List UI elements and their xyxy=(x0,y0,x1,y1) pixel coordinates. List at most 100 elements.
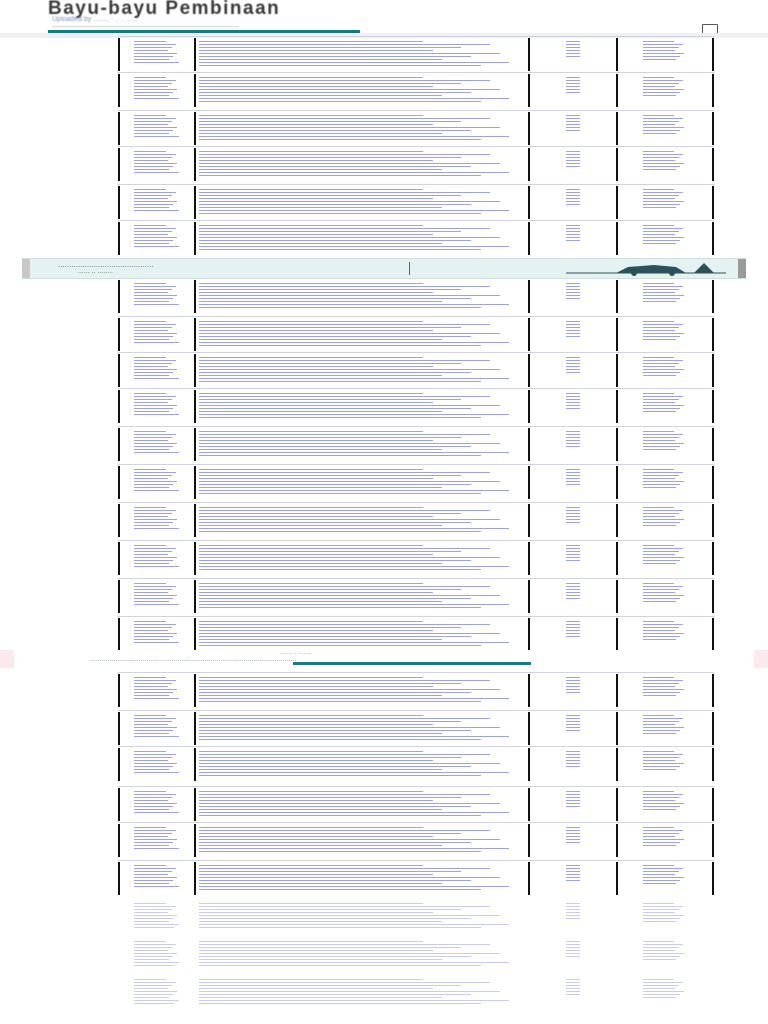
text-line xyxy=(566,794,580,795)
text-line xyxy=(566,803,580,804)
text-line xyxy=(643,231,680,232)
text-line xyxy=(643,944,684,945)
text-line xyxy=(134,715,167,716)
ad-left-edge xyxy=(22,259,30,278)
text-line xyxy=(199,366,433,367)
text-line xyxy=(134,80,176,81)
text-line xyxy=(566,160,580,161)
row-border xyxy=(194,74,196,107)
row-border xyxy=(194,354,196,387)
text-line xyxy=(643,357,674,358)
row-separator xyxy=(118,746,714,747)
text-line xyxy=(199,304,510,305)
row-separator xyxy=(118,464,714,465)
cell-text-lines xyxy=(643,583,691,604)
text-line xyxy=(199,399,462,400)
text-line xyxy=(134,769,169,770)
text-line xyxy=(199,237,500,238)
text-line xyxy=(199,92,471,93)
text-line xyxy=(199,321,423,322)
text-line xyxy=(199,169,443,170)
text-line xyxy=(566,874,580,875)
text-line xyxy=(643,198,676,199)
row-border xyxy=(118,542,120,575)
text-line xyxy=(566,510,580,511)
cell-text-lines xyxy=(643,865,691,886)
text-line xyxy=(199,851,481,852)
text-line xyxy=(199,836,433,837)
uploaded-by-text[interactable]: Uploaded by ........ · .. .. ...... xyxy=(52,16,139,23)
text-line xyxy=(566,868,580,869)
row-border xyxy=(616,504,618,537)
text-line xyxy=(199,393,423,394)
text-line xyxy=(566,871,580,872)
text-line xyxy=(199,994,471,995)
text-line xyxy=(643,516,676,517)
cell-text-lines xyxy=(566,715,584,733)
cell-text-lines xyxy=(643,507,691,528)
table-row-faded xyxy=(118,900,714,936)
row-border xyxy=(712,318,714,351)
text-line xyxy=(643,133,677,134)
text-line xyxy=(199,437,462,438)
row-border xyxy=(118,280,120,313)
text-line xyxy=(566,440,580,441)
text-line xyxy=(643,510,684,511)
text-line xyxy=(134,766,174,767)
text-line xyxy=(199,411,443,412)
cell-text-lines xyxy=(566,283,584,301)
cell-text-lines xyxy=(199,791,524,818)
table-row xyxy=(118,860,714,895)
cell-text-lines xyxy=(134,941,184,968)
text-line xyxy=(199,766,471,767)
text-line xyxy=(134,127,178,128)
text-line xyxy=(134,874,168,875)
text-line xyxy=(199,607,481,608)
text-line xyxy=(566,557,580,558)
text-line xyxy=(199,812,510,813)
ad-headline: ........................................… xyxy=(58,260,154,269)
text-line xyxy=(199,988,433,989)
row-border xyxy=(528,186,530,219)
text-line xyxy=(566,92,580,93)
ad-banner[interactable]: ........................................… xyxy=(22,258,746,279)
table-row xyxy=(118,616,714,651)
text-line xyxy=(134,680,176,681)
text-line xyxy=(643,836,676,837)
text-line xyxy=(566,234,580,235)
text-line xyxy=(643,56,681,57)
text-line xyxy=(134,304,179,305)
cell-text-lines xyxy=(566,583,584,601)
text-line xyxy=(566,157,580,158)
text-line xyxy=(134,201,178,202)
text-line xyxy=(199,554,433,555)
text-line xyxy=(643,769,677,770)
table-row-faded xyxy=(118,938,714,974)
text-line xyxy=(199,59,443,60)
table-row xyxy=(118,464,714,499)
text-line xyxy=(643,446,681,447)
text-line xyxy=(134,760,168,761)
text-line xyxy=(643,487,677,488)
page-break-progress-bar xyxy=(293,662,531,665)
text-line xyxy=(566,118,580,119)
text-line xyxy=(134,994,174,995)
text-line xyxy=(134,563,169,564)
cell-text-lines xyxy=(134,677,184,701)
text-line xyxy=(134,157,172,158)
text-line xyxy=(643,827,674,828)
text-line xyxy=(643,953,685,954)
text-line xyxy=(566,192,580,193)
text-line xyxy=(134,330,168,331)
text-line xyxy=(566,692,580,693)
text-line xyxy=(134,642,179,643)
text-line xyxy=(199,378,510,379)
text-line xyxy=(199,154,491,155)
text-line xyxy=(134,47,172,48)
text-line xyxy=(643,791,674,792)
row-border xyxy=(616,112,618,145)
cell-text-lines xyxy=(134,751,184,775)
text-line xyxy=(134,443,178,444)
text-line xyxy=(134,375,169,376)
text-line xyxy=(134,806,174,807)
